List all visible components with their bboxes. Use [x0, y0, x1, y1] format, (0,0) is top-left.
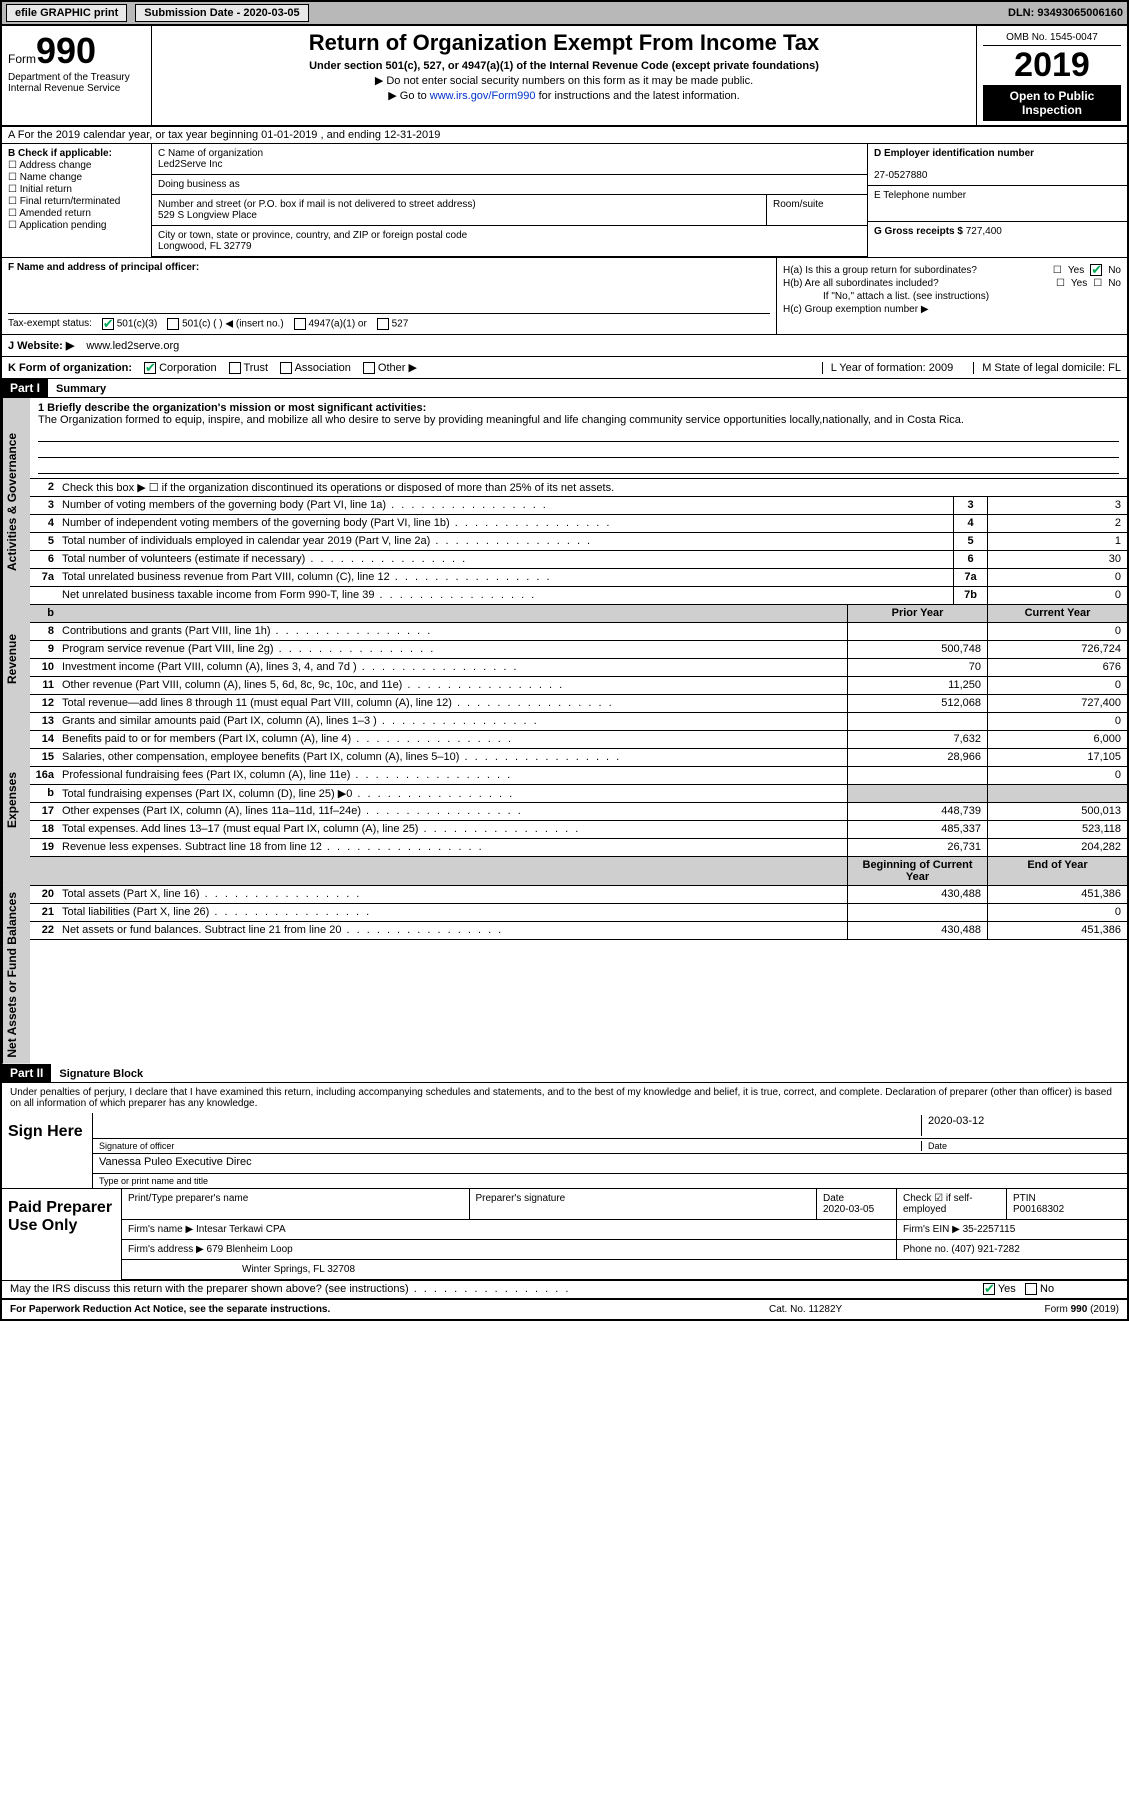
table-row: 12Total revenue—add lines 8 through 11 (…	[30, 695, 1127, 713]
row-k-org-form: K Form of organization: Corporation Trus…	[2, 357, 1127, 379]
assoc-checkbox[interactable]	[280, 362, 292, 374]
table-row: 16aProfessional fundraising fees (Part I…	[30, 767, 1127, 785]
mission-block: 1 Briefly describe the organization's mi…	[30, 398, 1127, 479]
row-j-website: J Website: ▶ www.led2serve.org	[2, 335, 1127, 357]
side-revenue: Revenue	[2, 605, 30, 713]
subtitle-2: ▶ Do not enter social security numbers o…	[158, 74, 970, 87]
part1-grid: Activities & Governance 1 Briefly descri…	[2, 398, 1127, 605]
table-row: 8Contributions and grants (Part VIII, li…	[30, 623, 1127, 641]
table-row: 14Benefits paid to or for members (Part …	[30, 731, 1127, 749]
top-toolbar: efile GRAPHIC print Submission Date - 20…	[0, 0, 1129, 26]
table-row: 22Net assets or fund balances. Subtract …	[30, 922, 1127, 940]
tax-exempt-label: Tax-exempt status:	[8, 318, 92, 330]
table-row: 7aTotal unrelated business revenue from …	[30, 569, 1127, 587]
org-name: C Name of organizationLed2Serve Inc	[152, 144, 867, 175]
open-to-public: Open to Public Inspection	[983, 85, 1121, 121]
beg-end-header: Beginning of Current YearEnd of Year	[30, 857, 1127, 886]
part-1-header: Part ISummary	[2, 379, 1127, 398]
table-row: 4Number of independent voting members of…	[30, 515, 1127, 533]
table-row: 13Grants and similar amounts paid (Part …	[30, 713, 1127, 731]
part-2-header: Part IISignature Block	[2, 1064, 1127, 1083]
submission-date: Submission Date - 2020-03-05	[135, 4, 308, 22]
table-row: 18Total expenses. Add lines 13–17 (must …	[30, 821, 1127, 839]
irs-link[interactable]: www.irs.gov/Form990	[430, 90, 536, 102]
page-footer: For Paperwork Reduction Act Notice, see …	[2, 1299, 1127, 1319]
table-row: 11Other revenue (Part VIII, column (A), …	[30, 677, 1127, 695]
form-header: Form990 Department of the Treasury Inter…	[2, 26, 1127, 127]
527-checkbox[interactable]	[377, 318, 389, 330]
row-f-h: F Name and address of principal officer:…	[2, 258, 1127, 335]
side-expenses: Expenses	[2, 713, 30, 886]
discuss-yes[interactable]	[983, 1283, 995, 1295]
trust-checkbox[interactable]	[229, 362, 241, 374]
city-state-zip: City or town, state or province, country…	[152, 226, 867, 257]
form-990: Form990 Department of the Treasury Inter…	[0, 26, 1129, 1321]
table-row: 20Total assets (Part X, line 16)430,4884…	[30, 886, 1127, 904]
col-b-checkboxes: B Check if applicable: ☐ Address change …	[2, 144, 152, 257]
paid-preparer: Paid Preparer Use Only Print/Type prepar…	[2, 1189, 1127, 1281]
table-row: 9Program service revenue (Part VIII, lin…	[30, 641, 1127, 659]
gross-receipts: G Gross receipts $ 727,400	[868, 222, 1127, 257]
501c3-checkbox[interactable]	[102, 318, 114, 330]
telephone: E Telephone number	[868, 186, 1127, 222]
section-b-to-g: B Check if applicable: ☐ Address change …	[2, 144, 1127, 258]
prior-current-header: bPrior YearCurrent Year	[30, 605, 1127, 623]
4947-checkbox[interactable]	[294, 318, 306, 330]
table-row: 10Investment income (Part VIII, column (…	[30, 659, 1127, 677]
tax-year: 2019	[983, 46, 1121, 85]
omb-number: OMB No. 1545-0047	[983, 30, 1121, 46]
table-row: 21Total liabilities (Part X, line 26)0	[30, 904, 1127, 922]
table-row: 19Revenue less expenses. Subtract line 1…	[30, 839, 1127, 857]
table-row: 3Number of voting members of the governi…	[30, 497, 1127, 515]
group-return: H(a) Is this a group return for subordin…	[777, 258, 1127, 334]
table-row: 5Total number of individuals employed in…	[30, 533, 1127, 551]
sign-here: Sign Here 2020-03-12 Signature of office…	[2, 1113, 1127, 1189]
subtitle-1: Under section 501(c), 527, or 4947(a)(1)…	[158, 60, 970, 72]
room-suite: Room/suite	[767, 195, 867, 225]
street: Number and street (or P.O. box if mail i…	[152, 195, 767, 225]
principal-officer: F Name and address of principal officer:…	[2, 258, 777, 334]
table-row: Net unrelated business taxable income fr…	[30, 587, 1127, 605]
corp-checkbox[interactable]	[144, 362, 156, 374]
dept-treasury: Department of the Treasury Internal Reve…	[8, 72, 145, 94]
year-formation: L Year of formation: 2009	[822, 362, 954, 374]
discuss-row: May the IRS discuss this return with the…	[2, 1281, 1127, 1299]
subtitle-3: ▶ Go to www.irs.gov/Form990 for instruct…	[158, 89, 970, 102]
ha-no-checkbox[interactable]	[1090, 264, 1102, 276]
ein: D Employer identification number27-05278…	[868, 144, 1127, 186]
discuss-no[interactable]	[1025, 1283, 1037, 1295]
501c-checkbox[interactable]	[167, 318, 179, 330]
state-domicile: M State of legal domicile: FL	[973, 362, 1121, 374]
table-row: bTotal fundraising expenses (Part IX, co…	[30, 785, 1127, 803]
dln-label: DLN: 93493065006160	[1008, 7, 1123, 19]
dba: Doing business as	[152, 175, 867, 195]
side-netassets: Net Assets or Fund Balances	[2, 886, 30, 1064]
side-activities: Activities & Governance	[2, 398, 30, 605]
efile-print-button[interactable]: efile GRAPHIC print	[6, 4, 127, 22]
row-a-period: A For the 2019 calendar year, or tax yea…	[2, 127, 1127, 144]
table-row: 17Other expenses (Part IX, column (A), l…	[30, 803, 1127, 821]
form-number: Form990	[8, 30, 145, 72]
table-row: 6Total number of volunteers (estimate if…	[30, 551, 1127, 569]
other-checkbox[interactable]	[363, 362, 375, 374]
declaration: Under penalties of perjury, I declare th…	[2, 1083, 1127, 1113]
table-row: 15Salaries, other compensation, employee…	[30, 749, 1127, 767]
form-title: Return of Organization Exempt From Incom…	[158, 30, 970, 56]
